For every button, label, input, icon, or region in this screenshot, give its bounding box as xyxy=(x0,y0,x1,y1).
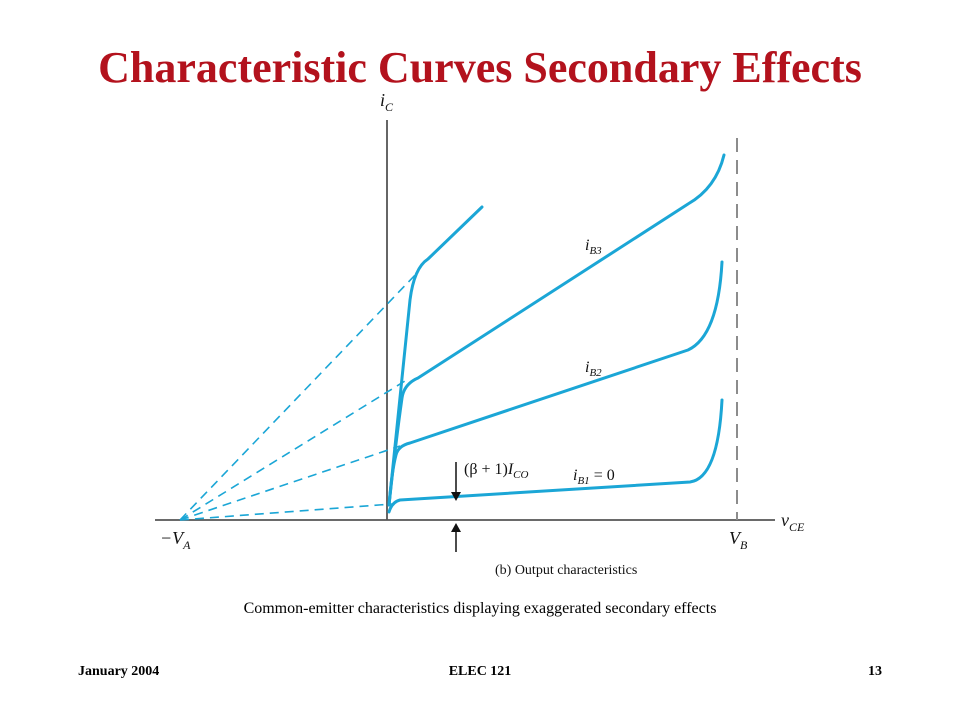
extrapolation-line-ib1 xyxy=(179,503,393,521)
x-axis-label: vCE xyxy=(781,510,805,534)
vb-label: VB xyxy=(729,528,748,552)
figure-caption: (b) Output characteristics xyxy=(495,563,637,578)
slide-caption: Common-emitter characteristics displayin… xyxy=(243,600,717,617)
characteristic-curves xyxy=(387,153,726,514)
ico-label: (β + 1)ICO xyxy=(464,461,528,481)
extrapolation-line-ib3 xyxy=(179,380,406,521)
footer-course: ELEC 121 xyxy=(448,664,512,679)
extrapolation-line-steep xyxy=(179,271,419,521)
curve-ib3 xyxy=(387,153,726,507)
early-voltage-extrapolation-lines xyxy=(179,271,419,521)
ib1-label: iB1 = 0 xyxy=(573,467,615,487)
slide-title: Characteristic Curves Secondary Effects xyxy=(98,43,862,92)
footer-page-number: 13 xyxy=(868,664,882,679)
curve-steep xyxy=(387,205,484,507)
ib3-label: iB3 xyxy=(585,237,602,257)
y-axis-label: iC xyxy=(380,90,394,114)
footer-date: January 2004 xyxy=(78,664,160,679)
curve-ib1 xyxy=(387,398,724,514)
neg-va-label: −VA xyxy=(160,528,191,552)
extrapolation-line-ib2 xyxy=(179,445,401,521)
ib2-label: iB2 xyxy=(585,359,602,379)
curve-ib2 xyxy=(387,260,724,507)
ico-arrow-down-head xyxy=(451,492,461,501)
ico-arrow-up-head xyxy=(451,523,461,532)
